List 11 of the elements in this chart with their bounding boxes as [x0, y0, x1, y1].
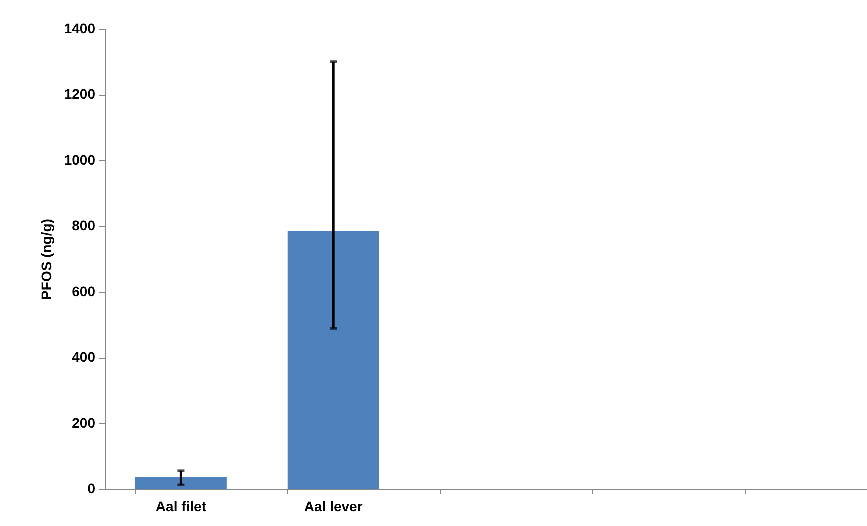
y-tick-label: 1200 — [64, 86, 96, 102]
x-tick-label: Aal lever — [304, 498, 364, 514]
y-tick-label: 600 — [72, 283, 96, 300]
y-tick-label: 200 — [72, 414, 96, 431]
y-tick-label: 1000 — [64, 152, 96, 168]
y-tick-label: 1400 — [64, 20, 96, 36]
x-tick-label: Aal filet — [156, 498, 207, 514]
y-axis-title: PFOS (ng/g) — [38, 219, 54, 300]
y-tick-label: 400 — [72, 349, 96, 366]
y-tick-label: 0 — [88, 480, 96, 496]
y-tick-label: 800 — [72, 218, 96, 234]
